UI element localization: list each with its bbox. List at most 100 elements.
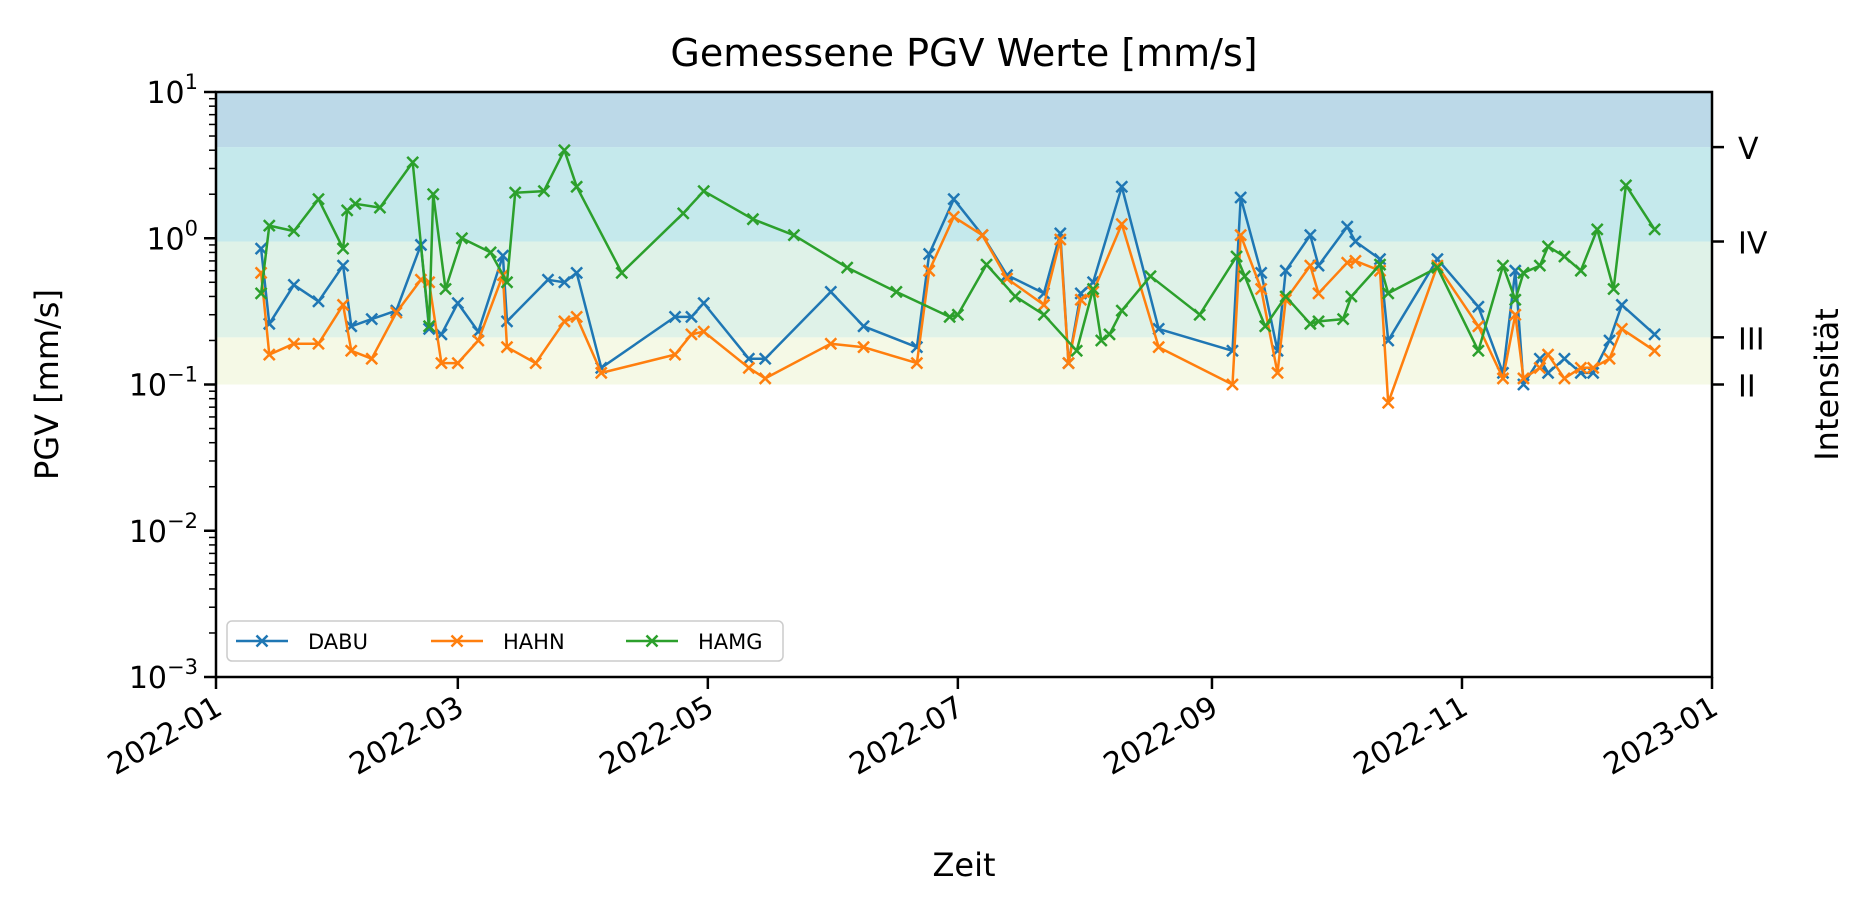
data-point-hahn <box>471 334 485 347</box>
data-point-hamg <box>1373 258 1387 272</box>
y-tick-label: 100 <box>146 216 198 257</box>
data-point-hamg <box>508 186 522 200</box>
y-tick-label: 10−1 <box>129 363 198 404</box>
data-point-dabu <box>758 352 772 366</box>
data-point-dabu <box>422 322 436 336</box>
data-point-dabu <box>1648 328 1662 341</box>
data-point-dabu <box>1349 235 1362 248</box>
data-point-dabu <box>1471 300 1485 314</box>
data-point-hamg <box>746 212 760 226</box>
data-point-hamg <box>697 184 711 198</box>
data-point-hahn <box>697 325 711 338</box>
data-point-dabu <box>570 266 584 280</box>
legend-marker-dabu <box>255 634 269 648</box>
data-point-hamg <box>406 156 420 169</box>
data-point-dabu <box>1340 220 1354 234</box>
data-point-hahn <box>1471 319 1485 333</box>
legend: DABU HAHN HAMG <box>226 620 784 662</box>
data-point-hamg <box>889 285 903 299</box>
data-point-hamg <box>1590 222 1604 236</box>
data-point-dabu <box>312 295 325 308</box>
data-point-hamg <box>439 282 452 296</box>
data-point-hamg <box>1574 264 1588 278</box>
data-point-hahn <box>857 340 870 354</box>
data-point-dabu <box>697 296 711 310</box>
data-point-hamg <box>1471 344 1485 358</box>
data-point-dabu <box>1603 334 1616 347</box>
data-point-hahn <box>685 328 698 341</box>
y-tick-label: 10−2 <box>129 509 198 550</box>
data-point-hamg <box>1533 259 1547 272</box>
data-point-hamg <box>287 224 301 238</box>
data-point-hamg <box>558 143 571 157</box>
data-point-hamg <box>537 184 551 198</box>
y-tick-label: 10−3 <box>129 655 198 696</box>
intensity-band-3 <box>216 92 1712 148</box>
data-point-hamg <box>1238 269 1252 283</box>
x-tick-label: 2022-09 <box>1098 690 1224 783</box>
data-point-dabu <box>668 310 682 324</box>
x-tick-label: 2023-01 <box>1598 690 1724 783</box>
data-point-hahn <box>1234 228 1248 242</box>
data-point-dabu <box>365 312 379 326</box>
data-point-dabu <box>824 285 838 299</box>
data-point-hamg <box>373 201 387 214</box>
data-point-dabu <box>1586 366 1600 380</box>
data-point-hahn <box>1226 378 1239 391</box>
data-point-hamg <box>615 266 629 280</box>
data-point-dabu <box>1115 180 1129 194</box>
series-hahn <box>254 210 1662 410</box>
y-axis: 10−3 10−2 10−1 100 101 <box>129 70 216 696</box>
x-axis-label: Zeit <box>932 846 995 884</box>
data-point-hamg <box>1279 290 1293 303</box>
data-point-hamg <box>1037 308 1051 322</box>
data-point-hamg <box>1230 250 1243 263</box>
data-point-hahn <box>1586 361 1600 375</box>
data-point-dabu <box>1234 191 1248 204</box>
data-point-hahn <box>344 344 358 358</box>
intensity-tick-label: II <box>1738 370 1756 405</box>
data-point-hamg <box>980 258 993 272</box>
x-tick-label: 2022-05 <box>594 690 720 783</box>
data-point-dabu <box>541 273 555 287</box>
data-point-hamg <box>1619 178 1633 192</box>
data-point-hamg <box>455 231 469 245</box>
data-point-hamg <box>1070 344 1084 358</box>
data-point-hamg <box>422 319 436 333</box>
intensity-axis-label: Intensität <box>1808 308 1846 461</box>
legend-box <box>226 620 784 662</box>
data-point-hamg <box>1336 312 1350 326</box>
data-point-hahn <box>389 306 403 320</box>
data-point-dabu <box>1303 228 1317 242</box>
data-point-dabu <box>558 275 571 289</box>
data-point-hamg <box>500 275 514 289</box>
data-point-hamg <box>1381 286 1395 300</box>
data-point-hahn <box>1541 348 1555 362</box>
data-point-hahn <box>1062 356 1075 370</box>
data-point-hamg <box>348 197 362 211</box>
data-point-hamg <box>1607 282 1621 296</box>
data-point-hamg <box>951 308 965 322</box>
data-point-hamg <box>1344 290 1358 303</box>
data-point-dabu <box>947 192 961 206</box>
data-point-hahn <box>529 356 543 370</box>
data-point-hahn <box>1615 322 1629 336</box>
data-point-dabu <box>1226 344 1239 358</box>
data-point-hamg <box>1558 250 1571 263</box>
data-point-hahn <box>1074 293 1088 307</box>
data-point-hahn <box>1574 361 1588 375</box>
chart-title: Gemessene PGV Werte [mm/s] <box>670 31 1257 75</box>
data-point-hahn <box>1152 340 1166 354</box>
data-point-hahn <box>287 337 301 351</box>
data-point-hamg <box>787 228 801 242</box>
data-point-hahn <box>758 372 772 385</box>
data-point-hahn <box>435 356 448 370</box>
data-point-hahn <box>558 315 571 328</box>
data-point-dabu <box>857 319 870 333</box>
series-layer <box>254 143 1662 410</box>
data-point-hamg <box>1115 304 1129 318</box>
data-point-dabu <box>451 296 465 310</box>
data-point-hahn <box>668 348 682 362</box>
data-point-hamg <box>1541 239 1555 253</box>
